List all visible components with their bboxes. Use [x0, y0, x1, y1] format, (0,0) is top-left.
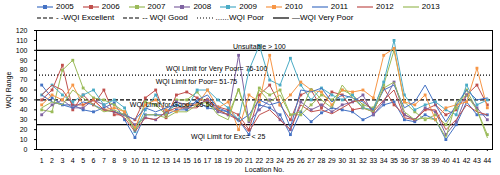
- svg-text:120: 120: [16, 27, 28, 34]
- svg-text:10: 10: [131, 157, 139, 164]
- html-text:2013: 2013: [421, 2, 440, 11]
- svg-text:100: 100: [16, 47, 28, 54]
- svg-text:WQI Limit for Very Poor= 76-10: WQI Limit for Very Poor= 76-100: [166, 65, 267, 73]
- html-text:-- WQI Good: -- WQI Good: [142, 13, 188, 22]
- svg-text:12: 12: [152, 157, 160, 164]
- svg-text:37: 37: [411, 157, 419, 164]
- svg-text:WQI Limit for Exc= < 25: WQI Limit for Exc= < 25: [191, 133, 265, 141]
- svg-text:WQI Range: WQI Range: [5, 72, 13, 109]
- svg-text:8: 8: [112, 157, 116, 164]
- svg-text:80: 80: [20, 66, 28, 73]
- html-text:2011: 2011: [330, 2, 348, 11]
- html-text:—WQI Very Poor: —WQI Very Poor: [292, 13, 354, 22]
- svg-text:42: 42: [463, 157, 471, 164]
- html-text:2012: 2012: [376, 2, 394, 11]
- svg-text:WQI Limit for Poor= 51-75: WQI Limit for Poor= 51-75: [156, 78, 238, 86]
- svg-text:40: 40: [20, 106, 28, 113]
- html-text:2005: 2005: [56, 2, 74, 11]
- svg-text:Unsuitable > 100: Unsuitable > 100: [233, 43, 286, 50]
- svg-text:30: 30: [20, 116, 28, 123]
- html-text:2008: 2008: [193, 2, 212, 11]
- svg-text:60: 60: [20, 86, 28, 93]
- svg-text:3: 3: [60, 157, 64, 164]
- svg-text:11: 11: [142, 157, 149, 164]
- html-text:2009: 2009: [239, 2, 257, 11]
- svg-text:6: 6: [92, 157, 96, 164]
- svg-text:17: 17: [204, 157, 212, 164]
- svg-text:27: 27: [307, 157, 315, 164]
- svg-text:35: 35: [390, 157, 398, 164]
- svg-text:21: 21: [245, 157, 253, 164]
- svg-text:39: 39: [432, 157, 440, 164]
- html-text:2010: 2010: [285, 2, 303, 11]
- svg-text:5: 5: [81, 157, 85, 164]
- svg-text:Location No.: Location No.: [245, 166, 284, 173]
- svg-text:70: 70: [20, 76, 28, 83]
- html-text:2006: 2006: [101, 2, 120, 11]
- svg-text:22: 22: [255, 157, 263, 164]
- svg-text:2: 2: [50, 157, 54, 164]
- svg-text:34: 34: [380, 157, 388, 164]
- svg-text:110: 110: [16, 37, 27, 44]
- svg-text:30: 30: [338, 157, 346, 164]
- html-text:- -WQI Excellent: - -WQI Excellent: [56, 13, 115, 22]
- svg-text:4: 4: [71, 157, 75, 164]
- svg-text:14: 14: [173, 157, 181, 164]
- svg-text:18: 18: [214, 157, 222, 164]
- svg-text:WQI Limit for Good= 26-50: WQI Limit for Good= 26-50: [130, 101, 214, 109]
- html-text:2007: 2007: [147, 2, 166, 11]
- svg-text:43: 43: [473, 157, 481, 164]
- svg-text:40: 40: [442, 157, 450, 164]
- svg-text:10: 10: [20, 136, 28, 143]
- html-text:......WQI Poor: ......WQI Poor: [215, 13, 264, 22]
- svg-text:36: 36: [401, 157, 409, 164]
- svg-text:50: 50: [20, 96, 28, 103]
- svg-text:41: 41: [452, 157, 460, 164]
- svg-text:90: 90: [20, 56, 28, 63]
- svg-text:29: 29: [328, 157, 336, 164]
- svg-text:19: 19: [224, 157, 232, 164]
- svg-text:16: 16: [193, 157, 201, 164]
- svg-text:44: 44: [483, 157, 491, 164]
- svg-text:7: 7: [102, 157, 106, 164]
- svg-text:33: 33: [369, 157, 377, 164]
- svg-text:38: 38: [421, 157, 429, 164]
- svg-text:26: 26: [297, 157, 305, 164]
- svg-text:15: 15: [183, 157, 191, 164]
- svg-text:25: 25: [287, 157, 295, 164]
- svg-text:31: 31: [349, 157, 357, 164]
- svg-text:13: 13: [162, 157, 170, 164]
- svg-text:9: 9: [123, 157, 127, 164]
- svg-text:20: 20: [235, 157, 243, 164]
- svg-text:24: 24: [276, 157, 284, 164]
- svg-text:20: 20: [20, 126, 28, 133]
- svg-text:32: 32: [359, 157, 367, 164]
- svg-text:28: 28: [318, 157, 326, 164]
- svg-text:23: 23: [266, 157, 274, 164]
- svg-text:1: 1: [40, 157, 44, 164]
- svg-text:0: 0: [24, 146, 28, 153]
